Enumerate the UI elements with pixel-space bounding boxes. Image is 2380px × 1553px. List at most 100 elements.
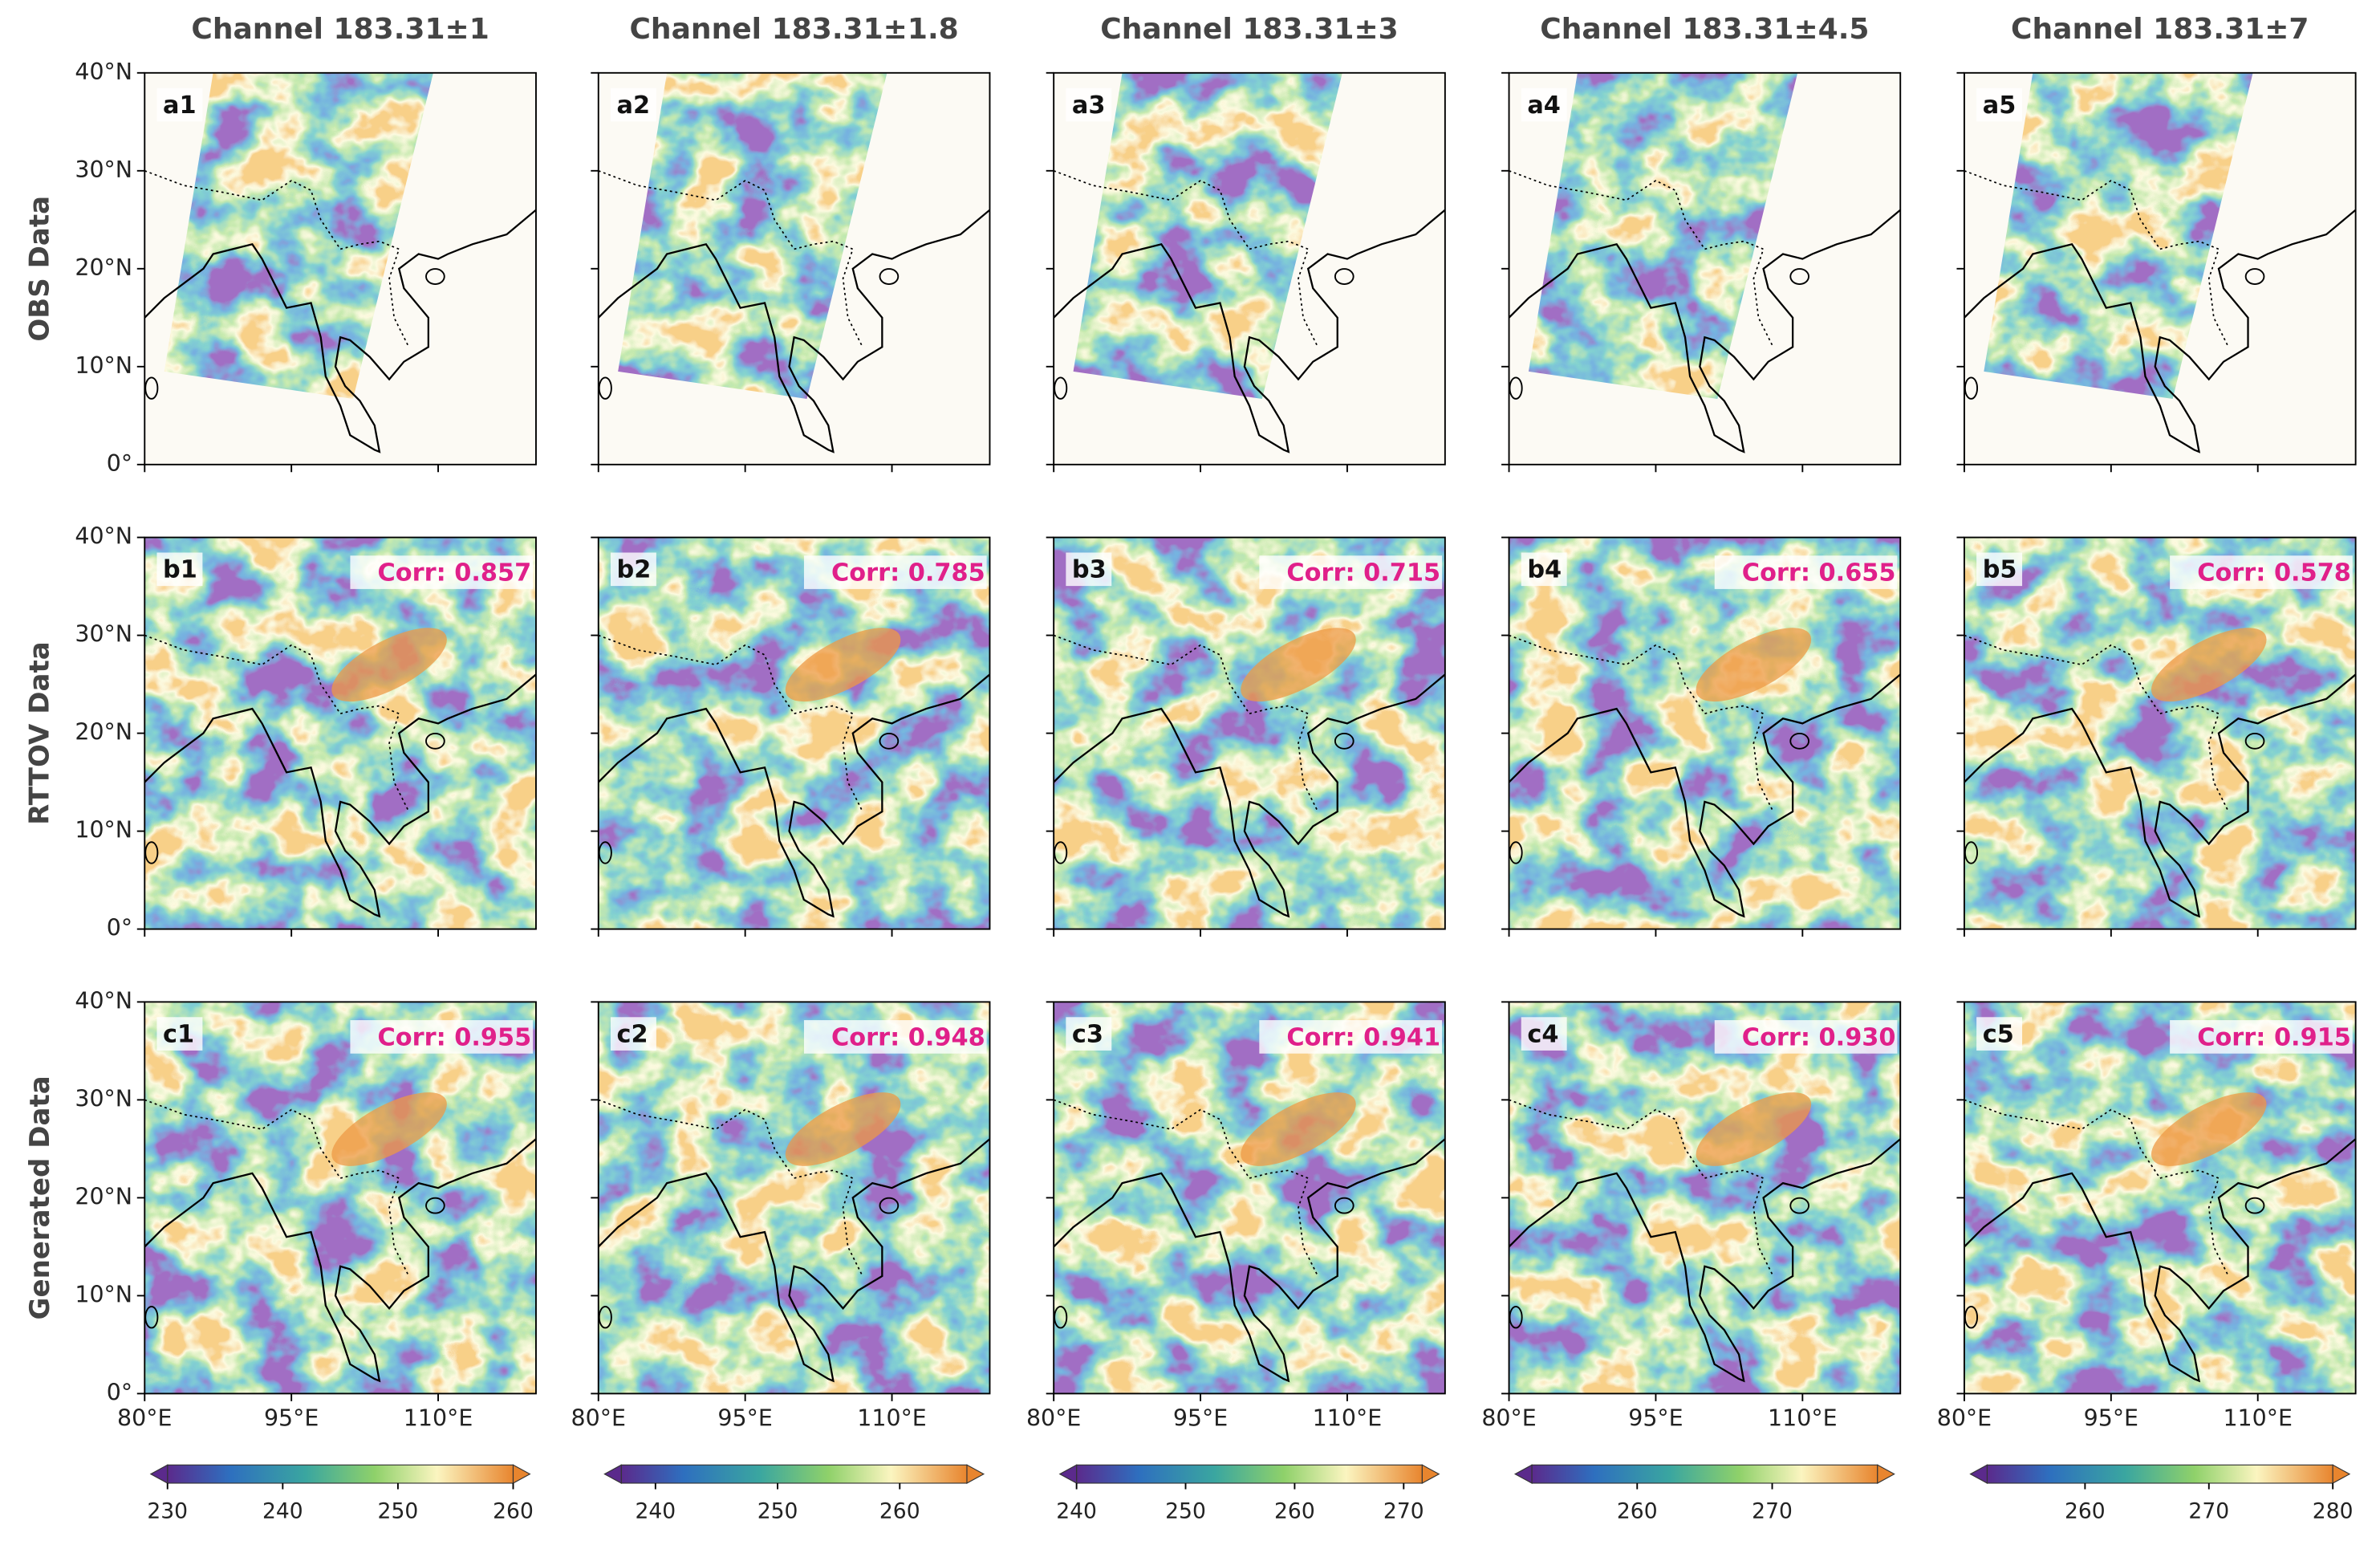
island [879, 268, 900, 285]
lat-tick-label: 20°N [75, 719, 132, 746]
colorbar-tick-label: 260 [2065, 1498, 2106, 1523]
lon-tick-label: 110°E [857, 1405, 927, 1432]
lat-tick-label: 0° [107, 915, 132, 941]
warm-region [331, 1092, 447, 1166]
island [2244, 732, 2265, 750]
panel-label: a4 [1527, 91, 1561, 120]
panel-label: a2 [617, 91, 651, 120]
map-panel [1054, 1002, 1445, 1394]
label-box [610, 552, 656, 587]
colorbar-extend [1877, 1464, 1895, 1484]
field [598, 1002, 990, 1394]
colorbar-tick-label: 250 [378, 1498, 419, 1523]
border [144, 169, 410, 348]
corr-label: Corr: 0.785 [831, 559, 985, 587]
label-box [1976, 552, 2023, 587]
colorbar [620, 1464, 968, 1484]
border [1964, 634, 2229, 812]
field [1964, 537, 2356, 929]
coastline [144, 1138, 536, 1383]
colorbar-tick-label: 270 [2188, 1498, 2229, 1523]
label-box [1976, 1017, 2023, 1051]
corr-box [350, 1020, 534, 1054]
label-box [156, 87, 203, 122]
label-box [610, 87, 656, 122]
corr-box [350, 555, 534, 589]
lon-tick-label: 95°E [1628, 1405, 1683, 1432]
coastline [598, 673, 990, 918]
warm-region [1241, 628, 1356, 702]
colorbar-extend [1421, 1464, 1440, 1484]
lat-tick-label: 30°N [75, 157, 132, 183]
panel-label: c4 [1527, 1021, 1558, 1049]
island [425, 1197, 445, 1214]
colorbar-tick-label: 260 [1274, 1498, 1315, 1523]
island [425, 268, 445, 285]
lat-tick-label: 10°N [75, 1281, 132, 1307]
corr-label: Corr: 0.578 [2197, 559, 2351, 587]
island [1334, 732, 1354, 750]
border [1509, 1099, 1774, 1277]
island [1789, 1197, 1809, 1214]
column-title: Channel 183.31±1 [191, 13, 489, 46]
warm-region [331, 628, 447, 702]
colorbar-extend [1969, 1464, 1988, 1484]
coastline [1964, 673, 2356, 918]
lon-tick-label: 95°E [2084, 1405, 2138, 1432]
lat-tick-label: 10°N [75, 817, 132, 844]
lon-tick-label: 80°E [1937, 1405, 1992, 1432]
map-panel [1509, 537, 1901, 929]
island [2244, 268, 2265, 285]
corr-box [1714, 1020, 1898, 1054]
row-label: RTTOV Data [24, 641, 56, 825]
lat-tick-label: 30°N [75, 621, 132, 648]
field [1509, 537, 1901, 929]
field [1509, 1002, 1901, 1394]
field [1054, 537, 1445, 929]
coastline [1054, 1138, 1445, 1383]
border [598, 169, 863, 348]
panel-label: a5 [1983, 91, 2017, 120]
corr-box [803, 555, 987, 589]
panel-label: b2 [617, 556, 652, 584]
map-panel [144, 537, 536, 929]
colorbar [1986, 1464, 2333, 1484]
border [1054, 634, 1319, 812]
colorbar-tick-label: 240 [1056, 1498, 1097, 1523]
label-box [1976, 87, 2023, 122]
field [1964, 1002, 2356, 1394]
map-panel [1509, 1002, 1901, 1394]
label-box [610, 1017, 656, 1051]
panel-label: b5 [1983, 556, 2017, 584]
colorbar-tick-label: 250 [757, 1498, 798, 1523]
panel-label: b3 [1072, 556, 1107, 584]
map-panel [1054, 72, 1445, 465]
field [1054, 1002, 1445, 1394]
corr-box [1714, 555, 1898, 589]
border [1054, 1099, 1319, 1277]
map-panel [598, 1002, 990, 1394]
map-panel [598, 537, 990, 929]
map-panel [1054, 537, 1445, 929]
label-box [1521, 87, 1567, 122]
lon-tick-label: 110°E [1768, 1405, 1838, 1432]
border [1509, 634, 1774, 812]
colorbar-extend [1058, 1464, 1078, 1484]
lat-tick-label: 40°N [75, 987, 132, 1014]
lat-tick-label: 30°N [75, 1085, 132, 1112]
label-box [1066, 552, 1112, 587]
island [1789, 268, 1809, 285]
lon-tick-label: 80°E [571, 1405, 626, 1432]
island [1789, 732, 1809, 750]
warm-region [785, 1092, 901, 1166]
colorbar-extend [966, 1464, 985, 1484]
warm-region [1696, 628, 1812, 702]
map-panel [144, 72, 536, 465]
border [598, 1099, 863, 1277]
map-panel [144, 1002, 536, 1394]
lon-tick-label: 80°E [117, 1405, 172, 1432]
island [879, 732, 900, 750]
colorbar-tick-label: 260 [879, 1498, 920, 1523]
warm-region [785, 628, 901, 702]
